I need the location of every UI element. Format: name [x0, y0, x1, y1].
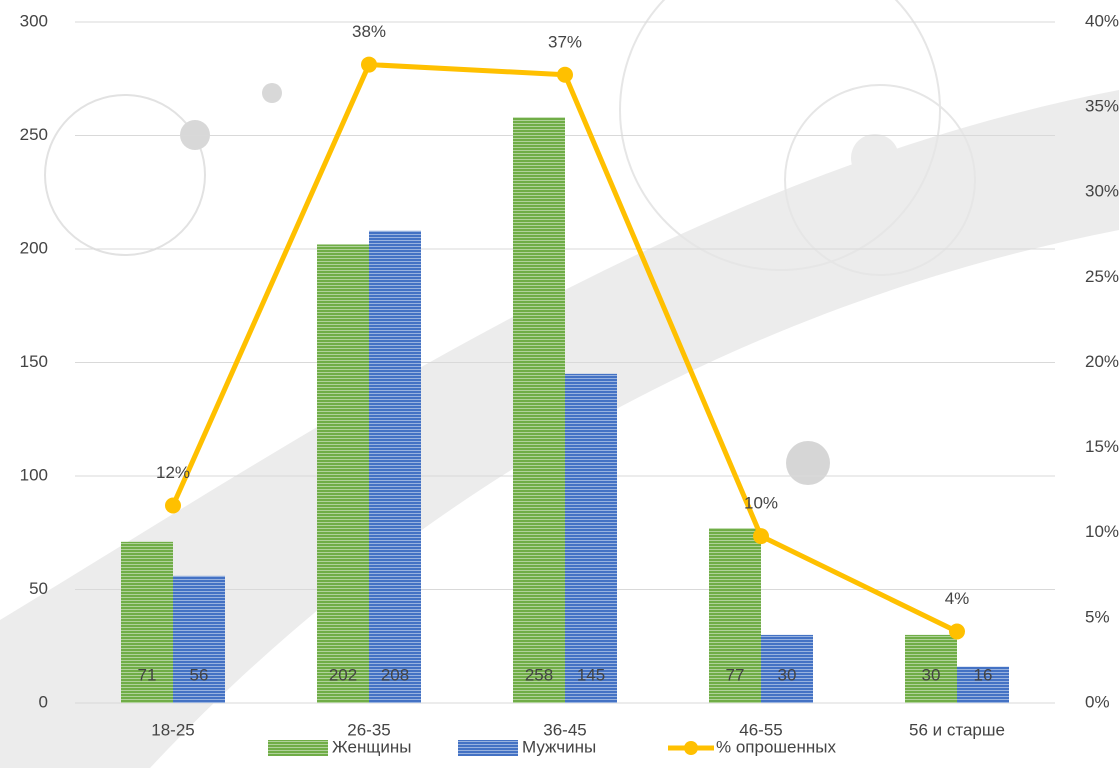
bar	[761, 634, 813, 703]
x-tick-label: 56 и старше	[909, 720, 1005, 739]
x-tick-label: 26-35	[347, 720, 390, 739]
bar	[513, 117, 565, 704]
y-tick-label: 100	[20, 465, 48, 484]
y-tick-label: 150	[20, 352, 48, 371]
line-marker	[949, 623, 965, 640]
bar	[905, 634, 957, 703]
bar-value-label: 30	[778, 665, 797, 684]
bar	[565, 373, 617, 703]
bar-value-label: 77	[726, 665, 745, 684]
y2-tick-label: 5%	[1085, 607, 1110, 626]
bar-value-label: 258	[525, 665, 553, 684]
line-value-label: 10%	[744, 494, 778, 513]
y-tick-label: 0	[39, 692, 48, 711]
bar-value-label: 71	[138, 665, 157, 684]
legend-swatch	[458, 740, 518, 756]
bar-value-label: 145	[577, 665, 605, 684]
legend-label: Мужчины	[522, 737, 596, 756]
line-marker	[165, 497, 181, 514]
legend-swatch-marker	[684, 741, 698, 755]
line-marker	[361, 56, 377, 73]
line-value-label: 37%	[548, 32, 582, 51]
y2-tick-label: 15%	[1085, 437, 1119, 456]
bar	[369, 230, 421, 703]
line-value-label: 12%	[156, 463, 190, 482]
bar	[709, 528, 761, 703]
y-tick-label: 300	[20, 11, 48, 30]
line-value-label: 38%	[352, 22, 386, 41]
x-tick-label: 46-55	[739, 720, 782, 739]
y2-tick-label: 40%	[1085, 11, 1119, 30]
bar	[957, 666, 1009, 703]
y2-tick-label: 20%	[1085, 352, 1119, 371]
x-tick-label: 36-45	[543, 720, 586, 739]
legend-label: % опрошенных	[716, 737, 836, 756]
y-tick-label: 50	[29, 579, 48, 598]
bar	[173, 575, 225, 703]
legend-swatch	[268, 740, 328, 756]
bar-value-label: 30	[922, 665, 941, 684]
line-marker	[753, 528, 769, 545]
legend-label: Женщины	[332, 737, 411, 756]
y2-tick-label: 10%	[1085, 522, 1119, 541]
line-marker	[557, 66, 573, 83]
y-tick-label: 200	[20, 238, 48, 257]
y2-tick-label: 30%	[1085, 182, 1119, 201]
bar	[317, 244, 369, 703]
bar	[121, 541, 173, 703]
line-value-label: 4%	[945, 589, 970, 608]
x-tick-label: 18-25	[151, 720, 194, 739]
bar-value-label: 56	[190, 665, 209, 684]
y2-tick-label: 0%	[1085, 692, 1110, 711]
y2-tick-label: 25%	[1085, 267, 1119, 286]
y2-tick-label: 35%	[1085, 97, 1119, 116]
y-tick-label: 250	[20, 125, 48, 144]
bar-value-label: 202	[329, 665, 357, 684]
bar-value-label: 208	[381, 665, 409, 684]
bar-value-label: 16	[974, 665, 993, 684]
